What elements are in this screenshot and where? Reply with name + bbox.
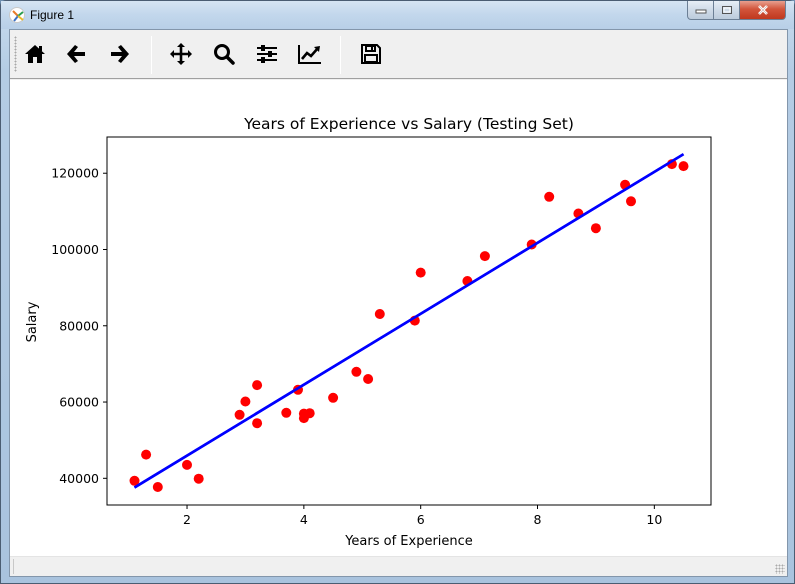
axes-frame [106,136,712,506]
x-axis-label: Years of Experience [344,534,473,549]
y-axis-label: Salary [25,301,40,342]
pan-button[interactable] [165,38,197,70]
chart-line-icon [298,45,321,64]
x-tick-label: 6 [417,512,425,527]
data-point [252,380,263,391]
x-tick-label: 2 [183,512,191,527]
arrow-right-icon [111,45,129,63]
data-point [626,196,636,207]
move-icon [170,43,192,65]
app-icon [9,7,25,23]
chart-title: Years of Experience vs Salary (Testing S… [243,115,574,133]
minimize-button[interactable] [687,1,714,20]
status-divider [13,559,14,574]
y-tick-label: 120000 [51,166,99,181]
subplots-button[interactable] [251,38,283,70]
y-tick-label: 40000 [59,471,99,486]
data-point [152,482,163,492]
x-tick-label: 10 [646,512,662,527]
data-point [678,161,689,172]
status-bar [10,556,787,576]
plot-area [129,153,689,492]
data-point [252,418,263,429]
y-tick-label: 100000 [51,242,99,257]
data-point [590,223,601,234]
figure-client-area: Years of Experience vs Salary (Testing S… [9,29,788,577]
x-axis: 2 4 6 8 10 [183,505,662,527]
resize-grip[interactable] [775,564,785,574]
arrow-left-icon [67,45,85,63]
toolbar-grip[interactable] [14,36,17,72]
home-button[interactable] [19,38,51,70]
close-icon [757,5,768,15]
data-point [479,251,490,262]
data-point [182,459,192,470]
maximize-icon [721,6,732,14]
data-point [415,267,426,278]
scatter-chart: Years of Experience vs Salary (Testing S… [25,115,712,549]
forward-button[interactable] [103,38,135,70]
data-point [240,396,251,407]
y-tick-label: 80000 [59,318,99,333]
y-tick-label: 60000 [59,395,99,410]
data-point [328,392,339,403]
x-tick-label: 4 [300,512,308,527]
data-point [374,309,385,319]
toolbar-separator [151,36,152,74]
data-point [351,366,362,377]
data-point [234,409,245,420]
window-title: Figure 1 [30,8,75,22]
window-controls [687,1,786,21]
maximize-button[interactable] [714,1,740,20]
close-button[interactable] [740,1,786,20]
customize-button[interactable] [294,38,326,70]
data-point [304,408,315,419]
back-button[interactable] [61,38,93,70]
zoom-icon [214,44,235,65]
data-point [363,374,374,384]
y-axis: 40000 60000 80000 100000 120000 [51,166,107,486]
x-tick-label: 8 [534,512,542,527]
figure-canvas[interactable]: Years of Experience vs Salary (Testing S… [10,80,787,556]
floppy-disk-icon [361,44,381,64]
title-bar[interactable]: Figure 1 [1,1,794,29]
save-button[interactable] [355,38,387,70]
toolbar-separator [340,36,341,74]
zoom-button[interactable] [208,38,240,70]
data-point [141,449,152,460]
sliders-icon [257,45,277,63]
navigation-toolbar [10,30,787,79]
data-point [281,407,292,418]
data-point [129,475,140,486]
minimize-icon [695,9,706,14]
data-point [193,473,204,484]
data-point [544,191,555,202]
home-icon [25,45,45,63]
